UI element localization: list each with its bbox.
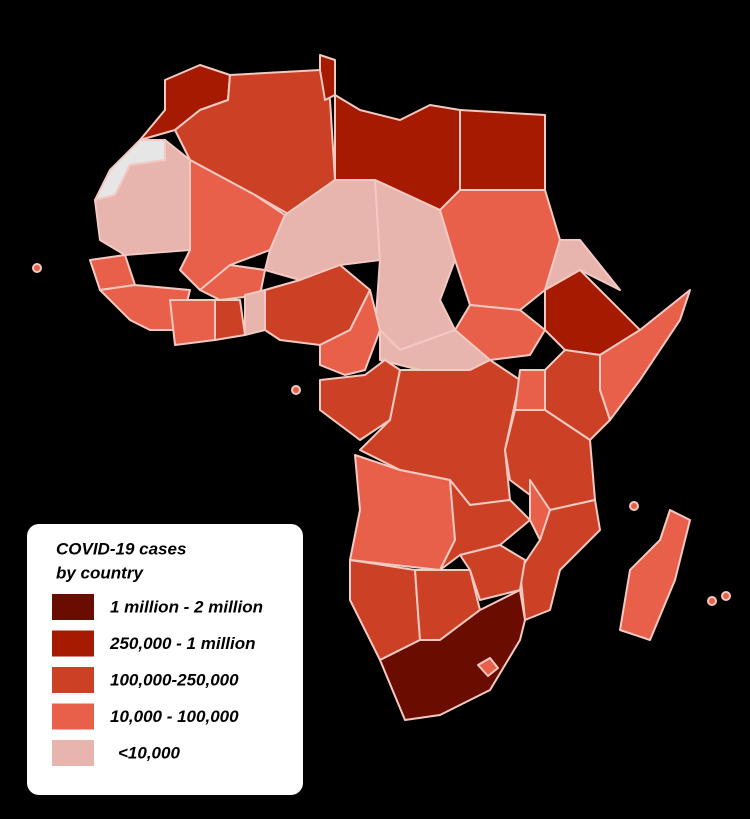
legend-swatch (52, 594, 94, 620)
island (32, 263, 42, 273)
legend-swatch (52, 630, 94, 657)
island (721, 591, 731, 601)
legend-swatch (52, 703, 94, 730)
legend-swatch (52, 667, 94, 693)
countries (32, 54, 731, 721)
country (459, 109, 546, 191)
legend-swatch (52, 740, 94, 766)
legend-label: 10,000 - 100,000 (110, 707, 239, 726)
country (319, 54, 336, 101)
legend-label: <10,000 (118, 743, 180, 762)
country (514, 369, 546, 411)
country (244, 289, 266, 336)
legend-box (27, 524, 303, 795)
country (94, 139, 191, 256)
island (629, 501, 639, 511)
country (544, 239, 621, 291)
legend-title: by country (56, 563, 144, 582)
country (477, 657, 499, 677)
legend-title: COVID-19 cases (56, 539, 186, 558)
country (619, 509, 691, 641)
country (379, 589, 526, 721)
island (707, 596, 717, 606)
country (199, 264, 266, 301)
country (214, 299, 246, 341)
legend-label: 1 million - 2 million (110, 597, 263, 616)
legend-label: 250,000 - 1 million (109, 634, 256, 653)
country (319, 289, 381, 376)
country (169, 299, 216, 346)
island (291, 385, 301, 395)
legend: COVID-19 cases by country 1 million - 2 … (27, 524, 303, 795)
legend-label: 100,000-250,000 (110, 670, 239, 689)
country (519, 499, 601, 621)
